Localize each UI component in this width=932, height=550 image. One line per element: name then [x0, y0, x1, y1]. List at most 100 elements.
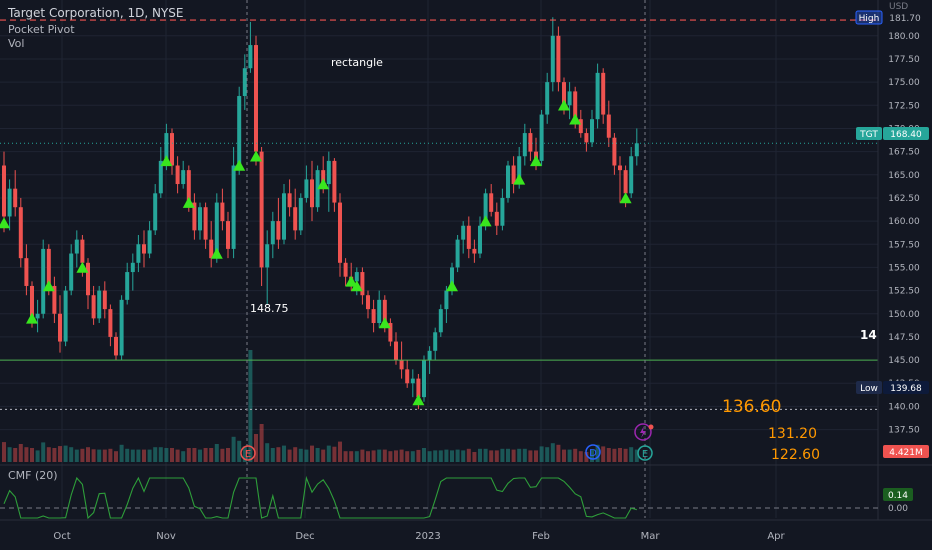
price-tick-label: 155.00 — [888, 263, 920, 273]
earnings-event-2[interactable]: E — [637, 445, 653, 461]
volume-value: 4.421M — [889, 448, 923, 458]
target-136: 136.60 — [722, 397, 781, 417]
volume-bar — [405, 451, 410, 462]
candle-body — [2, 165, 6, 217]
pocket-pivot-marker — [233, 159, 246, 171]
candle-body — [578, 119, 583, 134]
candle-body — [556, 35, 561, 83]
candle-body — [254, 45, 258, 152]
high-value: 181.70 — [889, 14, 921, 24]
volume-bar — [13, 448, 18, 462]
volume-bar — [466, 448, 471, 462]
volume-bar — [214, 444, 219, 462]
candle-body — [80, 239, 85, 263]
candle-body — [52, 285, 57, 314]
volume-bar — [282, 445, 286, 462]
price-tick-label: 165.00 — [888, 171, 920, 181]
ticker-price-badge: TGT 168.40 — [856, 127, 929, 140]
split-lightning-icon[interactable] — [634, 423, 654, 441]
annotation-rectangle: rectangle — [331, 56, 383, 69]
ticker-price-value: 168.40 — [890, 130, 922, 140]
volume-bar — [18, 444, 23, 462]
candle-body — [86, 262, 90, 296]
earnings-event-1[interactable]: E — [240, 445, 256, 461]
price-tick-label: 140.00 — [888, 402, 920, 412]
target-122: 122.60 — [771, 447, 820, 463]
candle-body — [371, 309, 376, 324]
volume-bar — [634, 449, 639, 462]
candle-body — [108, 309, 113, 337]
candle-body — [517, 156, 522, 185]
volume-bar — [528, 450, 533, 462]
candle-body — [242, 68, 247, 97]
grid-lines — [0, 0, 878, 518]
high-badge: High 181.70 — [855, 10, 921, 25]
volume-bar — [522, 448, 527, 462]
volume-bar — [125, 448, 130, 462]
volume-bar — [293, 447, 298, 462]
volume-bar — [276, 447, 281, 462]
volume-bar — [399, 449, 404, 462]
candle-body — [567, 91, 572, 106]
candle-body — [142, 244, 146, 254]
candle-body — [304, 179, 309, 198]
candle-body — [601, 72, 606, 115]
volume-bar — [500, 448, 505, 462]
volume-bar — [265, 443, 270, 462]
candle-body — [153, 193, 158, 231]
candle-body — [343, 262, 348, 277]
pocket-pivot-markers — [0, 99, 632, 406]
volume-bar — [623, 448, 628, 462]
volume-bar — [192, 448, 197, 462]
candle-body — [388, 323, 393, 342]
candle-body — [539, 114, 544, 161]
cmf-label: CMF (20) — [8, 469, 58, 482]
volume-bar — [153, 447, 158, 462]
volume-bar — [7, 447, 12, 462]
candle-body — [18, 207, 23, 259]
candle-body — [629, 156, 634, 194]
price-tick-label: 150.00 — [888, 310, 920, 320]
volume-bar — [422, 448, 426, 462]
candle-body — [494, 211, 499, 226]
volume-bar — [388, 451, 393, 462]
volume-bar — [248, 350, 253, 462]
cmf-line — [3, 475, 637, 520]
volume-bar — [46, 447, 51, 462]
candle-body — [130, 262, 135, 273]
candle-body — [35, 313, 40, 319]
candle-body — [416, 378, 421, 398]
volume-bar — [136, 449, 141, 462]
svg-text:0.14: 0.14 — [888, 491, 908, 501]
volume-bar — [394, 450, 398, 462]
candle-body — [198, 207, 202, 231]
pocket-pivot-marker — [250, 150, 262, 162]
target-131: 131.20 — [768, 426, 817, 442]
volume-bar — [164, 448, 169, 462]
candle-body — [545, 82, 550, 115]
candle-body — [259, 151, 264, 268]
volume-bar — [237, 440, 242, 462]
volume-bar — [58, 446, 62, 462]
candle-body — [287, 193, 292, 208]
candle-body — [91, 295, 96, 319]
volume-bar — [2, 442, 6, 462]
volume-bar — [562, 449, 566, 462]
pocket-pivot-marker — [0, 217, 10, 229]
volume-bar — [382, 449, 387, 462]
volume-bar — [567, 449, 572, 462]
volume-bar — [119, 444, 124, 462]
volume-bars — [2, 350, 639, 462]
volume-bar — [254, 434, 258, 462]
dividend-event[interactable]: D — [585, 444, 601, 460]
volume-bar — [259, 424, 264, 462]
candle-body — [455, 239, 460, 268]
volume-bar — [147, 449, 152, 462]
candle-body — [209, 239, 214, 259]
volume-bar — [545, 447, 550, 462]
pocket-pivot-marker — [160, 155, 173, 167]
volume-bar — [450, 450, 454, 462]
pocket-pivot-marker — [619, 192, 632, 204]
